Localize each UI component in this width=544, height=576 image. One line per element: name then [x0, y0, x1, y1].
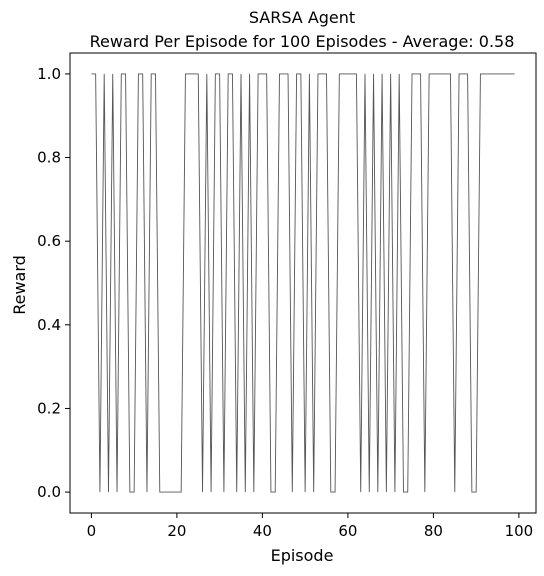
x-tick-label: 20 — [167, 522, 186, 540]
x-tick-label: 60 — [338, 522, 357, 540]
plot-frame — [69, 52, 537, 514]
reward-series-line-0 — [91, 73, 515, 493]
chart-title: SARSA Agent — [249, 8, 355, 27]
x-axis-ticks: 0 20 40 60 80 100 — [87, 513, 534, 540]
x-tick-label: 80 — [424, 522, 443, 540]
y-axis-ticks: 0.0 0.2 0.4 0.6 0.8 1.0 — [37, 65, 70, 501]
x-axis-label: Episode — [271, 546, 334, 565]
y-tick-label: 0.4 — [37, 316, 61, 334]
x-tick-label: 100 — [505, 522, 534, 540]
y-tick-label: 1.0 — [37, 65, 61, 83]
x-tick-label: 40 — [253, 522, 272, 540]
y-axis-label: Reward — [10, 255, 29, 315]
y-tick-label: 0.8 — [37, 149, 61, 167]
x-tick-label: 0 — [87, 522, 97, 540]
chart-subtitle: Reward Per Episode for 100 Episodes - Av… — [90, 32, 515, 51]
y-tick-label: 0.6 — [37, 232, 61, 250]
y-tick-label: 0.0 — [37, 483, 61, 501]
y-tick-label: 0.2 — [37, 399, 61, 417]
plot-area — [91, 73, 515, 493]
